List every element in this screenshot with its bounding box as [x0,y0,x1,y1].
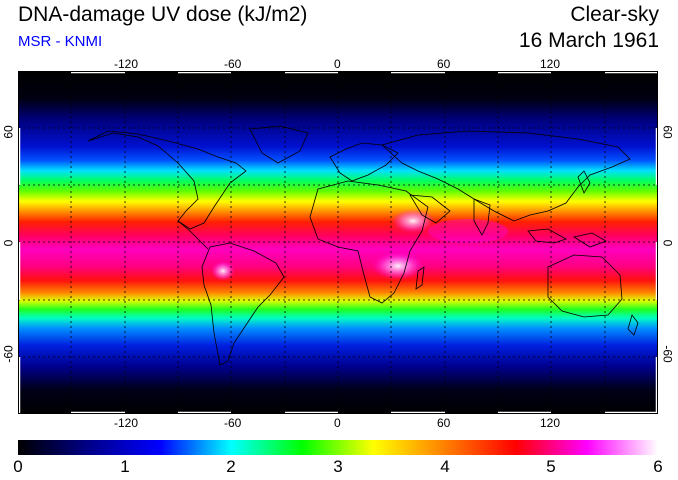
lon-label-top: -120 [114,57,139,71]
colorbar-label: 0 [13,457,23,476]
uv-hotspot [391,209,435,233]
date-label: 16 March 1961 [518,29,659,52]
coastlines [87,125,639,366]
lon-label-bottom: 60 [437,416,451,430]
lon-label-top: 120 [540,57,561,71]
uv-hotspot [428,219,508,243]
map-frame [18,71,658,414]
lat-label-left: 60 [1,125,16,139]
lat-label-right: 60 [660,125,675,139]
colorbar-label: 4 [440,457,450,476]
lat-label-right: 0 [660,239,675,247]
colorbar-label: 5 [546,457,556,476]
uv-hotspot [372,252,424,280]
colorbar-label: 6 [653,457,663,476]
lon-label-bottom: -60 [224,416,242,430]
lon-label-top: 60 [437,57,451,71]
lon-label-top: -60 [224,57,242,71]
colorbar [18,440,658,455]
lon-label-top: 0 [334,57,341,71]
lat-label-left: 0 [1,239,16,247]
sky-condition: Clear-sky [570,3,659,26]
lon-label-bottom: 0 [334,416,341,430]
uv-hotspot [211,261,235,281]
lon-label-bottom: 120 [540,416,561,430]
chart-subtitle: MSR - KNMI [18,33,103,50]
lat-label-left: -60 [1,345,16,363]
colorbar-label: 1 [120,457,130,476]
colorbar-label: 3 [333,457,343,476]
colorbar-label: 2 [226,457,236,476]
uv-dose-map [18,71,658,414]
lat-label-right: -60 [660,345,675,363]
graticule [18,71,658,414]
chart-title: DNA-damage UV dose (kJ/m2) [18,3,308,26]
lon-label-bottom: -120 [114,416,139,430]
